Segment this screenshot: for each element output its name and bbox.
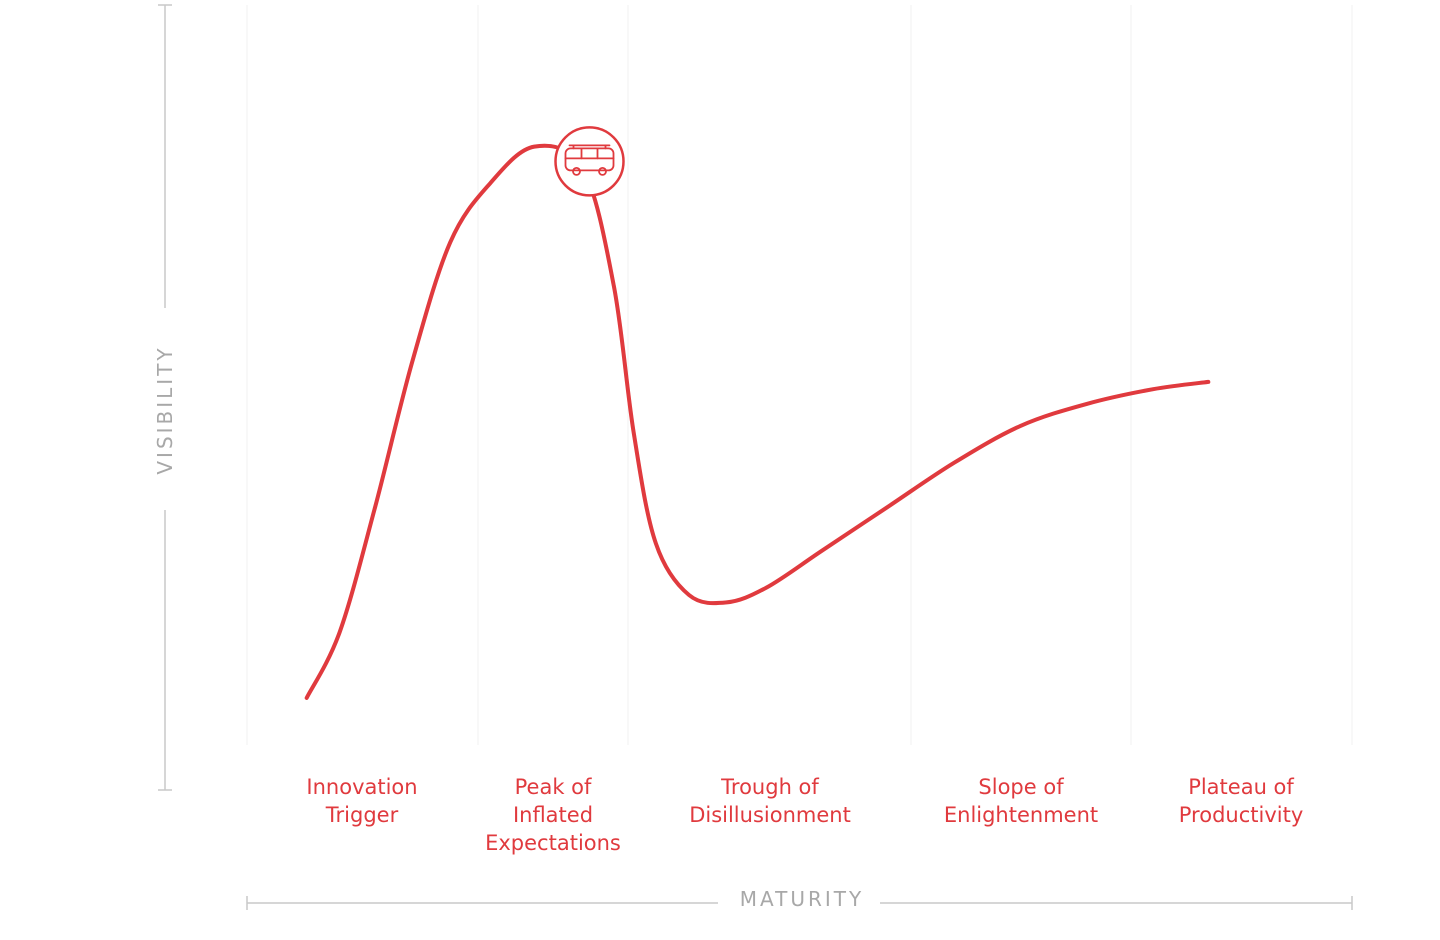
phase-label-1-line-0: Peak of: [515, 775, 592, 799]
phase-label-0-line-0: Innovation: [306, 775, 417, 799]
phase-label-4-line-1: Productivity: [1179, 803, 1304, 827]
current-position-marker: [554, 126, 625, 197]
bus-icon-part-8: [598, 166, 607, 176]
phase-label-1-line-1: Inflated: [513, 803, 593, 827]
marker-ring: [554, 126, 625, 197]
y-axis: VISIBILITY: [153, 4, 177, 791]
phase-labels: Innovation Trigger Peak of Inflated Expectat…: [306, 775, 1303, 855]
marker-layer: [554, 126, 625, 197]
x-axis-title: MATURITY: [740, 887, 864, 911]
phase-label-3-line-0: Slope of: [978, 775, 1064, 799]
phase-label-2: Trough of Disillusionment: [689, 775, 851, 827]
phase-label-2-line-0: Trough of: [720, 775, 819, 799]
x-axis: MATURITY: [246, 887, 1353, 911]
hype-curve-line: [304, 143, 1211, 700]
grid-layer: [246, 5, 1353, 745]
phase-label-0: Innovation Trigger: [306, 775, 417, 827]
phase-label-1: Peak of Inflated Expectations: [485, 775, 621, 855]
curve-layer: [304, 143, 1211, 700]
phase-label-0-line-1: Trigger: [325, 803, 399, 827]
phase-label-1-line-2: Expectations: [485, 831, 621, 855]
bus-icon-part-0: [564, 147, 615, 172]
y-axis-title: VISIBILITY: [153, 345, 177, 474]
bus-icon: [564, 144, 615, 176]
bus-icon-part-7: [572, 166, 581, 176]
phase-label-4: Plateau of Productivity: [1179, 775, 1304, 827]
phase-label-3: Slope of Enlightenment: [944, 775, 1098, 827]
phase-label-4-line-0: Plateau of: [1188, 775, 1294, 799]
phase-label-3-line-1: Enlightenment: [944, 803, 1098, 827]
curve-glow: [304, 143, 1211, 700]
phase-label-2-line-1: Disillusionment: [689, 803, 851, 827]
